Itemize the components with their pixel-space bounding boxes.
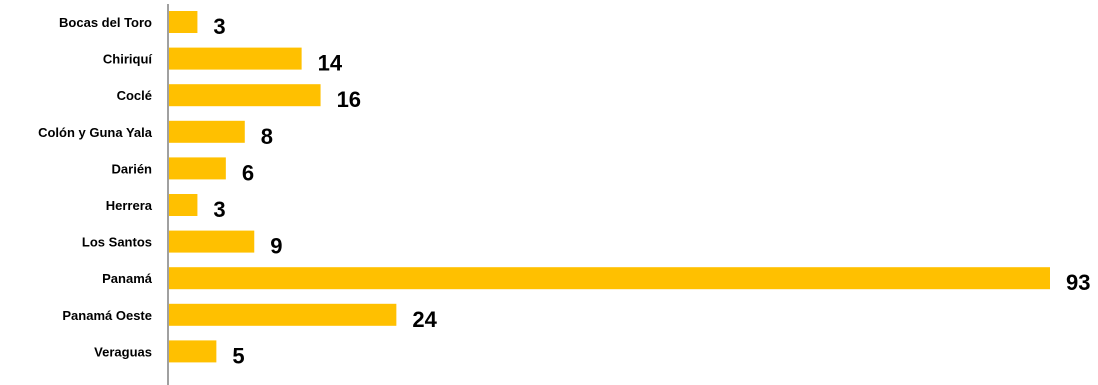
category-label: Panamá — [102, 271, 153, 286]
bar — [169, 340, 217, 363]
bar — [169, 157, 226, 180]
category-label: Herrera — [106, 198, 153, 213]
bar — [169, 267, 1050, 290]
data-label: 8 — [261, 124, 273, 149]
data-label: 93 — [1066, 270, 1090, 295]
data-label: 9 — [270, 234, 282, 259]
data-label: 3 — [213, 14, 225, 39]
data-label: 16 — [337, 87, 361, 112]
category-label: Darién — [112, 161, 153, 176]
bar — [169, 11, 198, 33]
category-label: Los Santos — [82, 235, 152, 250]
data-label: 3 — [213, 197, 225, 222]
bar — [169, 47, 302, 70]
bars-group — [169, 11, 1050, 363]
category-label: Bocas del Toro — [59, 15, 152, 30]
bar — [169, 303, 397, 326]
data-label: 24 — [412, 307, 437, 332]
bar — [169, 120, 245, 143]
bar — [169, 84, 321, 107]
category-labels-group: Bocas del Toro Chiriquí Coclé Colón y Guna … — [38, 15, 153, 359]
category-label: Colón y Guna Yala — [38, 125, 153, 140]
data-label: 14 — [318, 51, 343, 76]
category-label: Chiriquí — [103, 52, 152, 67]
data-label: 5 — [232, 343, 244, 368]
category-label: Coclé — [117, 88, 152, 103]
bar — [169, 194, 198, 216]
data-label: 6 — [242, 160, 254, 185]
bar — [169, 230, 255, 253]
category-label: Veraguas — [94, 344, 152, 359]
category-label: Panamá Oeste — [62, 308, 152, 323]
